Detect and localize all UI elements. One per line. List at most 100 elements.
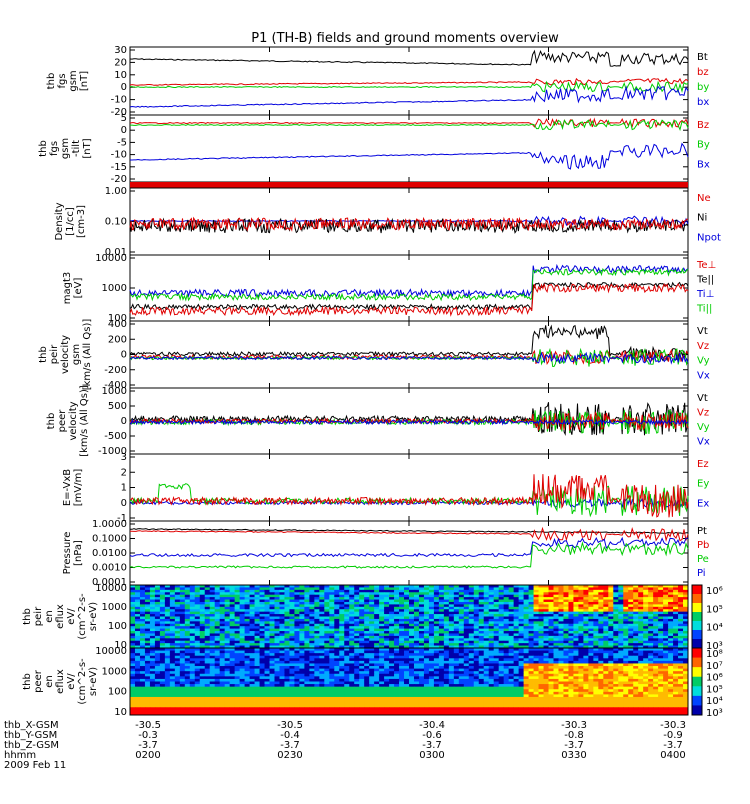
spectrogram-cell bbox=[220, 679, 225, 682]
spectrogram-cell bbox=[225, 666, 230, 669]
spectrogram-cell bbox=[359, 633, 364, 636]
spectrogram-cell bbox=[514, 663, 519, 666]
spectrogram-cell bbox=[514, 651, 519, 654]
spectrogram-cell bbox=[145, 612, 150, 615]
spectrogram-cell bbox=[180, 636, 185, 639]
spectrogram-cell bbox=[379, 602, 384, 605]
spectrogram-cell bbox=[544, 624, 549, 627]
spectrogram-cell bbox=[499, 669, 504, 672]
spectrogram-cell bbox=[319, 614, 324, 617]
spectrogram-cell bbox=[240, 617, 245, 620]
spectrogram-cell bbox=[429, 590, 434, 593]
spectrogram-cell bbox=[220, 614, 225, 617]
spectrogram-cell bbox=[364, 629, 369, 632]
spectrogram-cell bbox=[374, 617, 379, 620]
spectrogram-cell bbox=[608, 653, 613, 656]
spectrogram-cell bbox=[623, 626, 628, 629]
spectrogram-cell bbox=[623, 624, 628, 627]
spectrogram-cell bbox=[235, 607, 240, 610]
spectrogram-cell bbox=[210, 641, 215, 644]
y-tick-label: 1.00 bbox=[105, 186, 127, 197]
spectrogram-cell bbox=[638, 609, 643, 612]
spectrogram-cell bbox=[608, 656, 613, 659]
spectrogram-cell bbox=[544, 633, 549, 636]
spectrogram-cell bbox=[135, 653, 140, 656]
spectrogram-cell bbox=[638, 641, 643, 644]
spectrogram-cell bbox=[633, 666, 638, 669]
spectrogram-cell bbox=[284, 651, 289, 654]
spectrogram-cell bbox=[409, 643, 414, 646]
spectrogram-cell bbox=[339, 651, 344, 654]
spectrogram-cell bbox=[653, 612, 658, 615]
spectrogram-cell bbox=[160, 626, 165, 629]
spectrogram-cell bbox=[529, 614, 534, 617]
spectrogram-cell bbox=[653, 597, 658, 600]
spectrogram-cell bbox=[544, 602, 549, 605]
spectrogram-cell bbox=[668, 624, 673, 627]
spectrogram-cell bbox=[628, 643, 633, 646]
spectrogram-cell bbox=[324, 592, 329, 595]
spectrogram-cell bbox=[279, 676, 284, 679]
spectrogram-cell bbox=[165, 679, 170, 682]
spectrogram-cell bbox=[459, 604, 464, 607]
spectrogram-cell bbox=[618, 595, 623, 598]
spectrogram-cell bbox=[140, 636, 145, 639]
spectrogram-cell bbox=[260, 682, 265, 685]
spectrogram-cell bbox=[648, 633, 653, 636]
spectrogram-cell bbox=[230, 597, 235, 600]
spectrogram-cell bbox=[633, 631, 638, 634]
spectrogram-cell bbox=[384, 633, 389, 636]
panel-frame bbox=[130, 454, 688, 521]
spectrogram-cell bbox=[250, 597, 255, 600]
spectrogram-cell bbox=[613, 617, 618, 620]
spectrogram-cell bbox=[449, 614, 454, 617]
spectrogram-cell bbox=[524, 602, 529, 605]
spectrogram-cell bbox=[434, 600, 439, 603]
spectrogram-cell bbox=[603, 636, 608, 639]
spectrogram-cell bbox=[240, 592, 245, 595]
legend-entry: Te|| bbox=[696, 275, 714, 286]
spectrogram-cell bbox=[653, 602, 658, 605]
spectrogram-cell bbox=[175, 631, 180, 634]
spectrogram-cell bbox=[663, 641, 668, 644]
spectrogram-cell bbox=[165, 619, 170, 622]
spectrogram-cell bbox=[618, 653, 623, 656]
spectrogram-cell bbox=[354, 600, 359, 603]
spectrogram-cell bbox=[384, 612, 389, 615]
spectrogram-cell bbox=[389, 671, 394, 674]
spectrogram-cell bbox=[643, 609, 648, 612]
spectrogram-cell bbox=[354, 636, 359, 639]
spectrogram-cell bbox=[648, 676, 653, 679]
spectrogram-cell bbox=[165, 609, 170, 612]
legend-entry: Vx bbox=[697, 437, 710, 448]
spectrogram-cell bbox=[474, 661, 479, 664]
spectrogram-cell bbox=[529, 671, 534, 674]
spectrogram-cell bbox=[434, 671, 439, 674]
spectrogram-cell bbox=[294, 590, 299, 593]
spectrogram-cell bbox=[359, 663, 364, 666]
spectrogram-cell bbox=[130, 631, 135, 634]
spectrogram-cell bbox=[593, 590, 598, 593]
spectrogram-cell bbox=[479, 653, 484, 656]
spectrogram-cell bbox=[304, 631, 309, 634]
spectrogram-cell bbox=[668, 671, 673, 674]
spectrogram-cell bbox=[369, 682, 374, 685]
spectrogram-cell bbox=[369, 592, 374, 595]
spectrogram-cell bbox=[389, 638, 394, 641]
spectrogram-cell bbox=[314, 638, 319, 641]
spectrogram-cell bbox=[304, 597, 309, 600]
spectrogram-cell bbox=[230, 633, 235, 636]
spectrogram-cell bbox=[553, 626, 558, 629]
spectrogram-cell bbox=[364, 619, 369, 622]
spectrogram-cell bbox=[568, 656, 573, 659]
spectrogram-cell bbox=[563, 643, 568, 646]
spectrogram-cell bbox=[499, 633, 504, 636]
spectrogram-cell bbox=[265, 676, 270, 679]
spectrogram-cell bbox=[379, 617, 384, 620]
spectrogram-cell bbox=[529, 587, 534, 590]
spectrogram-cell bbox=[549, 658, 554, 661]
spectrogram-cell bbox=[180, 666, 185, 669]
y-axis-label: (cm^2-s- bbox=[77, 593, 88, 640]
spectrogram-cell bbox=[359, 643, 364, 646]
spectrogram-cell bbox=[145, 684, 150, 687]
